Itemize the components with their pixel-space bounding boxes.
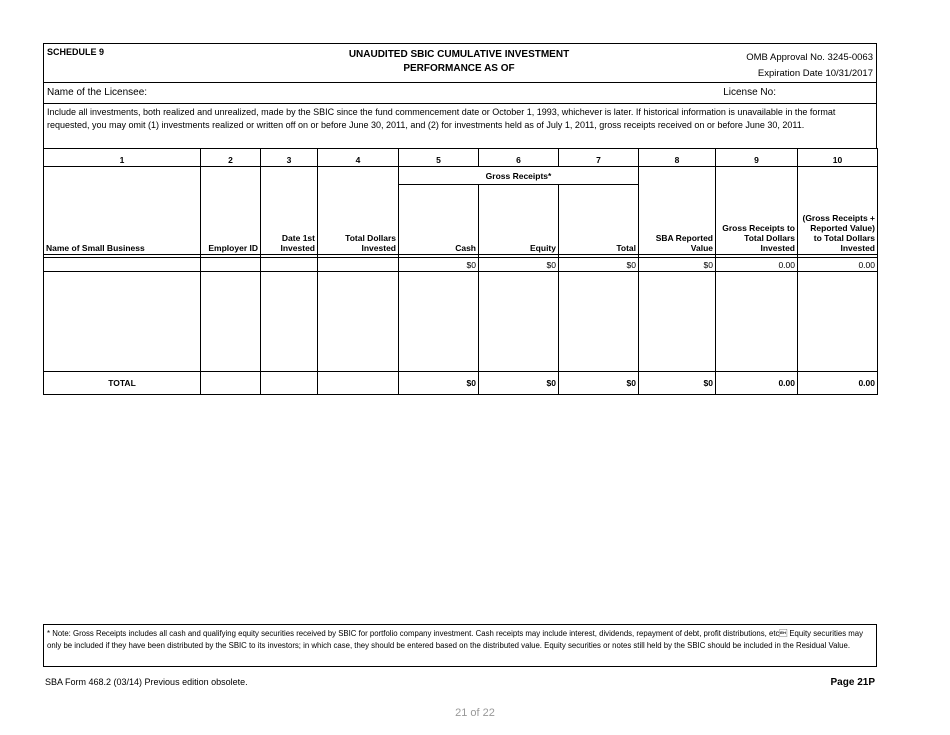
total-sba-value: $0 xyxy=(638,371,716,395)
title-line-2: PERFORMANCE AS OF xyxy=(403,63,515,74)
cell[interactable] xyxy=(200,257,261,272)
header-total-ratio: (Gross Receipts + Reported Value) to Tot… xyxy=(797,166,878,255)
instructions: Include all investments, both realized a… xyxy=(43,103,877,149)
cell[interactable]: $0 xyxy=(398,257,479,272)
header-total-invested: Total Dollars Invested xyxy=(317,166,399,255)
licensee-row: Name of the Licensee: License No: xyxy=(43,82,877,104)
header-total: Total xyxy=(558,184,639,255)
total-total-ratio: 0.00 xyxy=(797,371,878,395)
license-no-label: License No: xyxy=(723,87,776,98)
cell[interactable] xyxy=(317,257,399,272)
col-num: 7 xyxy=(558,148,639,167)
cell[interactable]: $0 xyxy=(558,257,639,272)
col-num: 6 xyxy=(478,148,559,167)
investment-table: 1 2 3 4 5 6 7 8 9 10 Name of Small Business Emplo… xyxy=(43,148,878,395)
form-header: SCHEDULE 9 UNAUDITED SBIC CUMULATIVE INV… xyxy=(43,43,877,83)
footnote: * Note: Gross Receipts includes all cash… xyxy=(43,624,877,667)
header-sba-value: SBA Reported Value xyxy=(638,166,716,255)
header-name: Name of Small Business xyxy=(43,166,201,255)
header-gross-ratio: Gross Receipts to Total Dollars Invested xyxy=(715,166,798,255)
col-num: 10 xyxy=(797,148,878,167)
header-equity: Equity xyxy=(478,184,559,255)
col-num: 2 xyxy=(200,148,261,167)
col-num: 3 xyxy=(260,148,318,167)
col-num: 9 xyxy=(715,148,798,167)
total-row: TOTAL $0 $0 $0 $0 0.00 0.00 xyxy=(43,371,878,395)
cell[interactable] xyxy=(43,257,201,272)
header-employer-id: Employer ID xyxy=(200,166,261,255)
blank-row xyxy=(43,271,878,372)
schedule-label: SCHEDULE 9 xyxy=(47,47,105,57)
total-gross-ratio: 0.00 xyxy=(715,371,798,395)
omb-info: OMB Approval No. 3245-0063 Expiration Dat… xyxy=(746,50,873,82)
cell[interactable] xyxy=(260,257,318,272)
cell[interactable]: $0 xyxy=(478,257,559,272)
form-number: SBA Form 468.2 (03/14) Previous edition … xyxy=(45,677,248,687)
form-title: UNAUDITED SBIC CUMULATIVE INVESTMENT PERF… xyxy=(324,48,594,76)
expiration-date: Expiration Date 10/31/2017 xyxy=(757,68,873,79)
total-total: $0 xyxy=(558,371,639,395)
cell[interactable]: 0.00 xyxy=(797,257,878,272)
page-label: Page 21P xyxy=(830,677,875,688)
header-date-invested: Date 1st Invested xyxy=(260,166,318,255)
cell[interactable]: $0 xyxy=(638,257,716,272)
total-equity: $0 xyxy=(478,371,559,395)
title-line-1: UNAUDITED SBIC CUMULATIVE INVESTMENT xyxy=(348,49,570,60)
licensee-label: Name of the Licensee: xyxy=(47,87,148,98)
table-row: $0 $0 $0 $0 0.00 0.00 xyxy=(43,257,878,272)
page-count: 21 of 22 xyxy=(455,707,495,719)
header-gross-receipts: Gross Receipts* xyxy=(398,166,639,185)
col-num: 8 xyxy=(638,148,716,167)
cell[interactable]: 0.00 xyxy=(715,257,798,272)
col-num: 5 xyxy=(398,148,479,167)
col-num: 4 xyxy=(317,148,399,167)
header-cash: Cash xyxy=(398,184,479,255)
col-num: 1 xyxy=(43,148,201,167)
omb-approval: OMB Approval No. 3245-0063 xyxy=(746,52,873,63)
total-label: TOTAL xyxy=(43,371,201,395)
total-cash: $0 xyxy=(398,371,479,395)
column-number-row: 1 2 3 4 5 6 7 8 9 10 xyxy=(43,148,878,167)
